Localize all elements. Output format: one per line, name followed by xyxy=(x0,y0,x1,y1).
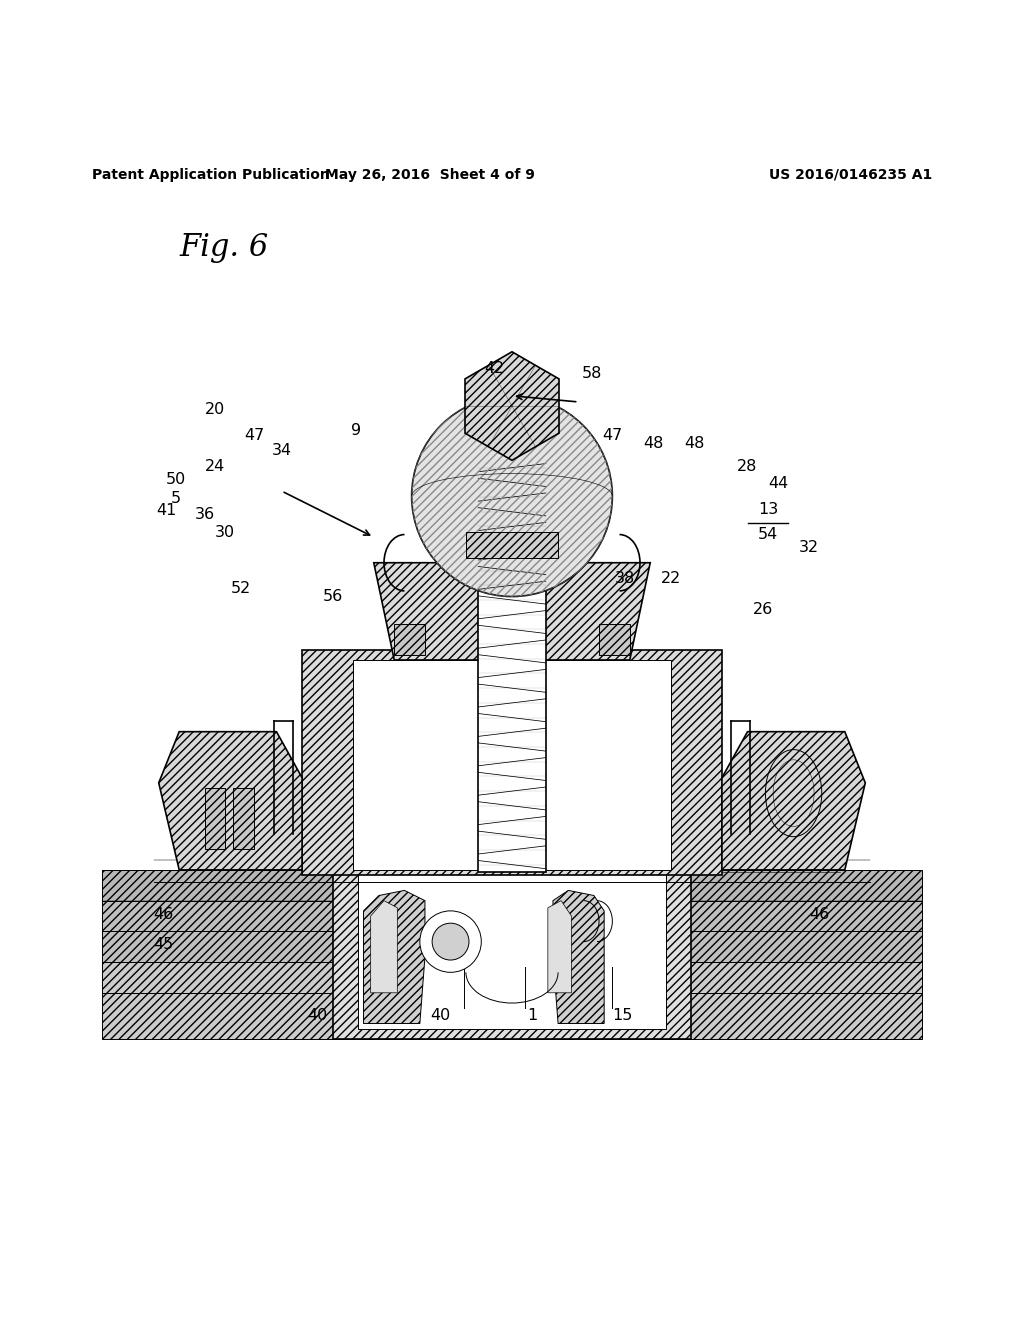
Text: 46: 46 xyxy=(809,907,829,923)
Text: 15: 15 xyxy=(612,1008,633,1023)
Text: 5: 5 xyxy=(171,491,181,507)
Text: 40: 40 xyxy=(430,1008,451,1023)
Circle shape xyxy=(412,396,612,597)
Polygon shape xyxy=(374,562,650,660)
Text: 34: 34 xyxy=(271,444,292,458)
Text: 30: 30 xyxy=(215,525,236,540)
Polygon shape xyxy=(394,624,425,655)
Text: 46: 46 xyxy=(154,907,174,923)
Polygon shape xyxy=(102,962,922,993)
Text: 22: 22 xyxy=(660,572,681,586)
Polygon shape xyxy=(159,731,302,870)
Text: 50: 50 xyxy=(166,471,186,487)
Text: 24: 24 xyxy=(205,458,225,474)
Polygon shape xyxy=(371,900,397,993)
Text: Fig. 6: Fig. 6 xyxy=(179,231,268,263)
Text: 13: 13 xyxy=(758,502,778,516)
Polygon shape xyxy=(553,891,604,1023)
Text: 40: 40 xyxy=(307,1008,328,1023)
Text: 26: 26 xyxy=(753,602,773,616)
Text: 54: 54 xyxy=(758,527,778,543)
Polygon shape xyxy=(233,788,254,850)
Circle shape xyxy=(432,923,469,960)
Polygon shape xyxy=(302,649,722,875)
Polygon shape xyxy=(599,624,630,655)
Text: 48: 48 xyxy=(643,436,664,451)
Polygon shape xyxy=(353,660,671,870)
Text: 45: 45 xyxy=(154,937,174,952)
Text: 36: 36 xyxy=(195,507,215,521)
Text: May 26, 2016  Sheet 4 of 9: May 26, 2016 Sheet 4 of 9 xyxy=(326,168,535,182)
Text: 42: 42 xyxy=(484,362,505,376)
Bar xyxy=(478,461,546,873)
Polygon shape xyxy=(102,932,922,962)
Polygon shape xyxy=(102,900,922,932)
Text: 9: 9 xyxy=(351,422,361,438)
Polygon shape xyxy=(722,731,865,870)
Circle shape xyxy=(420,911,481,973)
Text: 38: 38 xyxy=(614,572,635,586)
Text: 41: 41 xyxy=(157,503,177,517)
Text: US 2016/0146235 A1: US 2016/0146235 A1 xyxy=(769,168,932,182)
Polygon shape xyxy=(102,870,922,900)
Text: 56: 56 xyxy=(323,589,343,603)
Polygon shape xyxy=(102,993,922,1039)
Polygon shape xyxy=(465,351,559,461)
Polygon shape xyxy=(358,834,666,1028)
Text: Patent Application Publication: Patent Application Publication xyxy=(92,168,330,182)
Polygon shape xyxy=(548,900,571,993)
Text: 52: 52 xyxy=(230,581,251,597)
Text: 44: 44 xyxy=(768,477,788,491)
Text: 1: 1 xyxy=(527,1008,538,1023)
Polygon shape xyxy=(333,793,691,1039)
Text: 32: 32 xyxy=(799,540,819,556)
Polygon shape xyxy=(466,532,558,557)
Text: 58: 58 xyxy=(582,367,602,381)
Polygon shape xyxy=(364,891,425,1023)
Text: 48: 48 xyxy=(684,436,705,451)
Text: 47: 47 xyxy=(602,428,623,442)
Text: 28: 28 xyxy=(737,458,758,474)
Text: 20: 20 xyxy=(205,403,225,417)
Text: 47: 47 xyxy=(244,428,264,442)
Polygon shape xyxy=(205,788,225,850)
